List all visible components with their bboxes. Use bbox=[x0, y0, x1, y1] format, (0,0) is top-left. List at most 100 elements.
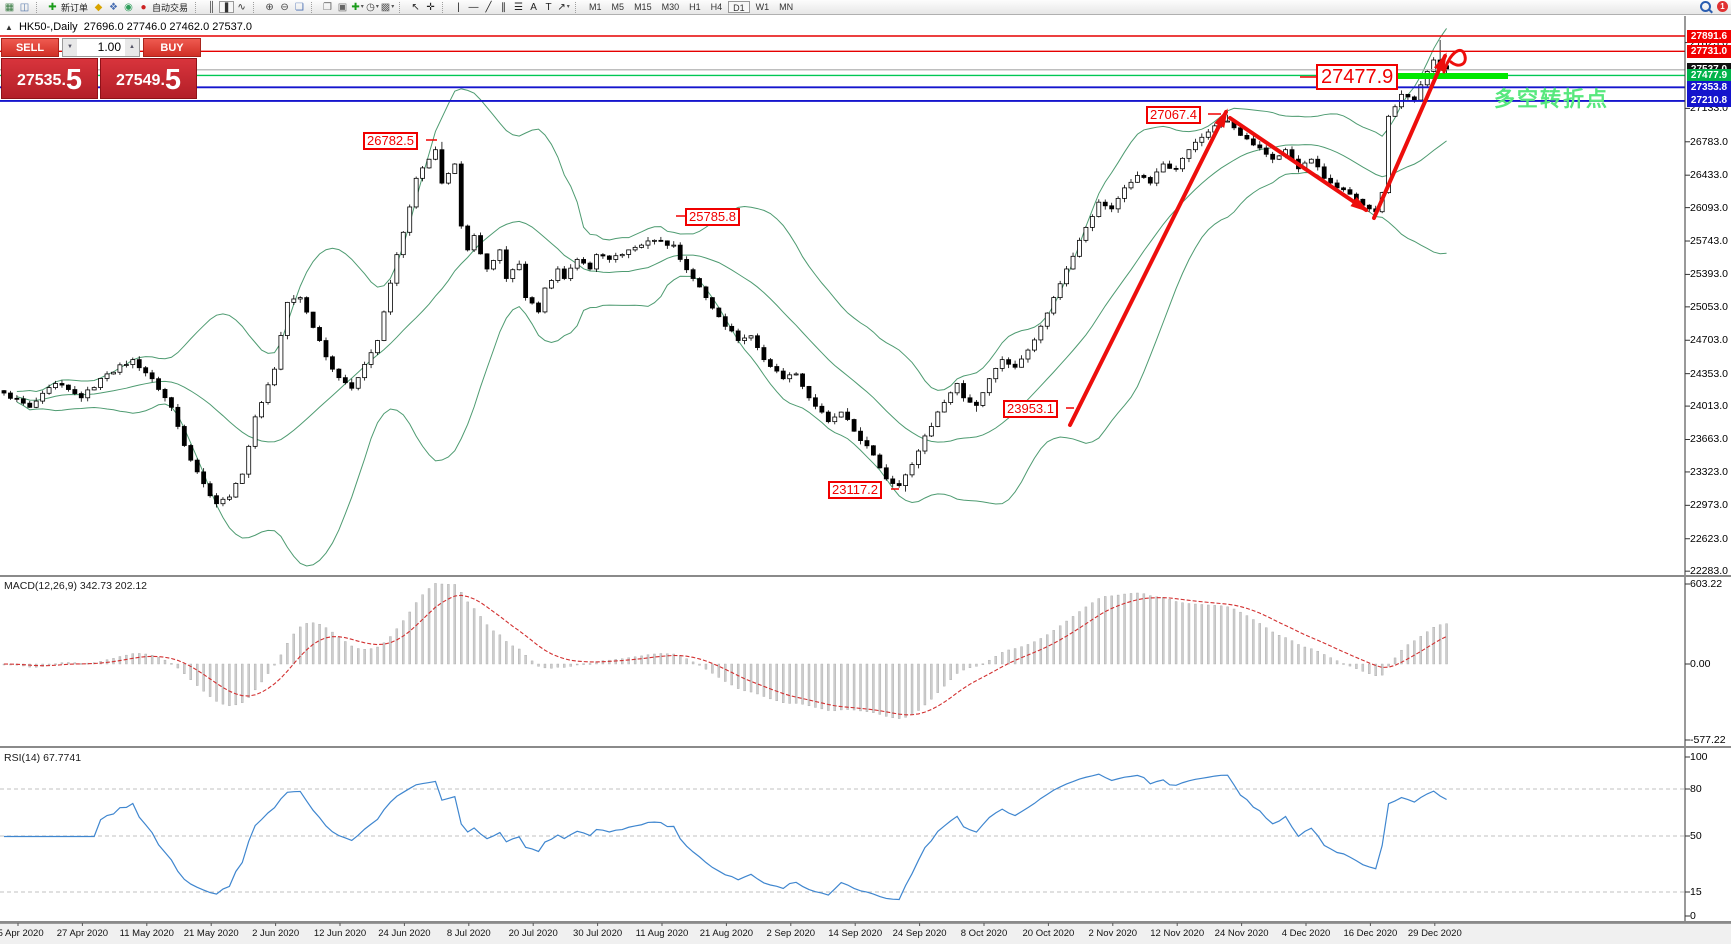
candle-body bbox=[8, 392, 13, 399]
trend-arrow-line bbox=[1372, 54, 1447, 220]
arrows-icon[interactable]: ↗ ▾ bbox=[557, 1, 570, 13]
date-label[interactable]: 30 Jul 2020 bbox=[573, 928, 623, 939]
date-label[interactable]: 24 Nov 2020 bbox=[1214, 928, 1269, 939]
signals-icon[interactable]: ◉ bbox=[124, 1, 133, 13]
macd-histogram-bar bbox=[1149, 595, 1152, 665]
volume-down-button[interactable]: ▼ bbox=[63, 38, 77, 56]
line-chart-icon[interactable]: ∿ bbox=[237, 1, 246, 13]
date-label[interactable]: 12 Nov 2020 bbox=[1150, 928, 1205, 939]
new-order-button-label[interactable]: 新订单 bbox=[61, 2, 89, 13]
buy-button[interactable]: BUY bbox=[143, 37, 201, 57]
templates-icon[interactable]: ▩ ▾ bbox=[380, 1, 395, 13]
autotrading-button[interactable]: ● bbox=[140, 1, 147, 13]
date-label[interactable]: 24 Sep 2020 bbox=[892, 928, 947, 939]
date-label[interactable]: 24 Jun 2020 bbox=[378, 928, 431, 939]
date-label[interactable]: 29 Dec 2020 bbox=[1407, 928, 1462, 939]
volume-stepper[interactable]: ▼ 1.00 ▲ bbox=[62, 37, 140, 57]
macd-histogram-bar bbox=[389, 636, 392, 665]
timeframe-button-d1[interactable]: D1 bbox=[728, 1, 750, 13]
timeframe-button-m5[interactable]: M5 bbox=[611, 2, 625, 12]
date-label[interactable]: 2 Sep 2020 bbox=[766, 928, 816, 939]
price-annotation-box[interactable]: 27477.9 bbox=[1316, 64, 1399, 90]
periods-clock-icon[interactable]: ◷ ▾ bbox=[366, 1, 379, 13]
date-label[interactable]: 21 Aug 2020 bbox=[699, 928, 754, 939]
indicators-add-icon[interactable]: ✚ ▾ bbox=[351, 1, 364, 13]
timeframe-button-m15[interactable]: M15 bbox=[634, 2, 652, 12]
equidistant-channel-icon[interactable]: ∥ bbox=[501, 1, 507, 13]
text-icon[interactable]: A bbox=[530, 1, 537, 13]
buy-price-display[interactable]: 27549. 5 bbox=[100, 58, 197, 99]
candle-body bbox=[336, 368, 342, 379]
notifications-icon[interactable]: 1 bbox=[1717, 1, 1728, 12]
new-order-button[interactable]: ✚ bbox=[48, 1, 57, 13]
panel-separator[interactable] bbox=[0, 575, 1731, 577]
timeframe-button-w1[interactable]: W1 bbox=[755, 2, 770, 12]
zoom-out-icon[interactable]: ⊖ bbox=[280, 1, 289, 13]
autotrading-button-label[interactable]: 自动交易 bbox=[152, 2, 189, 13]
fibonacci-icon[interactable]: ☰ bbox=[514, 1, 524, 13]
candle-body bbox=[851, 419, 857, 432]
price-annotation-box[interactable]: 27067.4 bbox=[1146, 106, 1201, 124]
candle-body bbox=[149, 372, 155, 380]
candlestick-chart-icon[interactable]: ❚ bbox=[219, 1, 235, 13]
toolbar-separator bbox=[195, 1, 202, 13]
candle-body bbox=[355, 377, 361, 389]
date-label[interactable]: 20 Oct 2020 bbox=[1022, 928, 1075, 939]
date-label[interactable]: 15 Apr 2020 bbox=[0, 928, 44, 939]
sell-button[interactable]: SELL bbox=[1, 37, 59, 57]
timeframe-button-m1[interactable]: M1 bbox=[589, 2, 602, 12]
bull-bear-turning-point-note[interactable]: 多空转折点 bbox=[1494, 88, 1609, 111]
candle-body bbox=[491, 260, 496, 270]
bar-chart-icon[interactable]: ║ bbox=[207, 1, 216, 13]
tile-windows-icon[interactable]: ❏ bbox=[295, 1, 305, 13]
candle-body bbox=[542, 287, 548, 313]
macd-histogram-bar bbox=[292, 633, 295, 665]
price-annotation-box[interactable]: 26782.5 bbox=[363, 132, 418, 150]
cleanup-icon[interactable]: ◆ bbox=[94, 1, 103, 13]
date-label[interactable]: 2 Jun 2020 bbox=[252, 928, 300, 939]
timeframe-button-m30[interactable]: M30 bbox=[661, 2, 680, 12]
macd-histogram-bar bbox=[1097, 598, 1101, 665]
profiles-icon[interactable]: ❖ bbox=[109, 1, 118, 13]
date-label[interactable]: 11 Aug 2020 bbox=[635, 928, 689, 939]
new-chart-icon[interactable]: ▦ bbox=[4, 1, 15, 13]
macd-histogram-bar bbox=[917, 663, 920, 711]
volume-value[interactable]: 1.00 bbox=[97, 40, 121, 54]
timeframe-button-h1[interactable]: H1 bbox=[689, 2, 701, 12]
date-label[interactable]: 16 Dec 2020 bbox=[1343, 928, 1398, 939]
cascade-windows-icon[interactable]: ❐ bbox=[323, 1, 333, 13]
candle-body bbox=[478, 235, 483, 255]
crosshair-icon[interactable]: ✛ bbox=[426, 1, 435, 13]
timeframe-button-h4[interactable]: H4 bbox=[710, 2, 723, 12]
trendline-icon[interactable]: ╱ bbox=[485, 1, 492, 13]
timeframe-button-mn[interactable]: MN bbox=[779, 2, 794, 12]
date-label[interactable]: 8 Jul 2020 bbox=[446, 928, 491, 939]
date-label[interactable]: 12 Jun 2020 bbox=[313, 928, 367, 939]
sell-price-display[interactable]: 27535. 5 bbox=[1, 58, 98, 99]
price-annotation-box[interactable]: 23117.2 bbox=[828, 481, 883, 499]
arrange-windows-icon[interactable]: ▣ bbox=[337, 1, 348, 13]
text-label-icon[interactable]: T bbox=[545, 1, 552, 13]
price-annotation-box[interactable]: 23953.1 bbox=[1003, 400, 1058, 418]
date-label[interactable]: 20 Jul 2020 bbox=[508, 928, 558, 939]
date-label[interactable]: 8 Oct 2020 bbox=[960, 928, 1008, 939]
vertical-line-icon[interactable]: | bbox=[457, 1, 460, 13]
date-label[interactable]: 27 Apr 2020 bbox=[56, 928, 109, 939]
macd-histogram-bar bbox=[208, 663, 212, 697]
volume-up-button[interactable]: ▲ bbox=[125, 38, 139, 56]
horizontal-line-icon[interactable]: — bbox=[468, 1, 479, 13]
search-icon[interactable] bbox=[1700, 1, 1711, 12]
candle-body bbox=[381, 311, 387, 341]
date-label[interactable]: 14 Sep 2020 bbox=[828, 928, 883, 939]
cursor-icon[interactable]: ↖ bbox=[411, 1, 420, 13]
chart-preview-icon[interactable]: ◫ bbox=[19, 1, 30, 13]
candle-body bbox=[111, 371, 116, 375]
price-annotation-box[interactable]: 25785.8 bbox=[685, 208, 740, 226]
date-label[interactable]: 2 Nov 2020 bbox=[1088, 928, 1138, 939]
panel-separator[interactable] bbox=[0, 746, 1731, 748]
zoom-in-icon[interactable]: ⊕ bbox=[265, 1, 274, 13]
date-label[interactable]: 4 Dec 2020 bbox=[1281, 928, 1331, 939]
date-label[interactable]: 21 May 2020 bbox=[183, 928, 239, 939]
date-label[interactable]: 11 May 2020 bbox=[119, 928, 174, 939]
candle-body bbox=[909, 464, 915, 476]
